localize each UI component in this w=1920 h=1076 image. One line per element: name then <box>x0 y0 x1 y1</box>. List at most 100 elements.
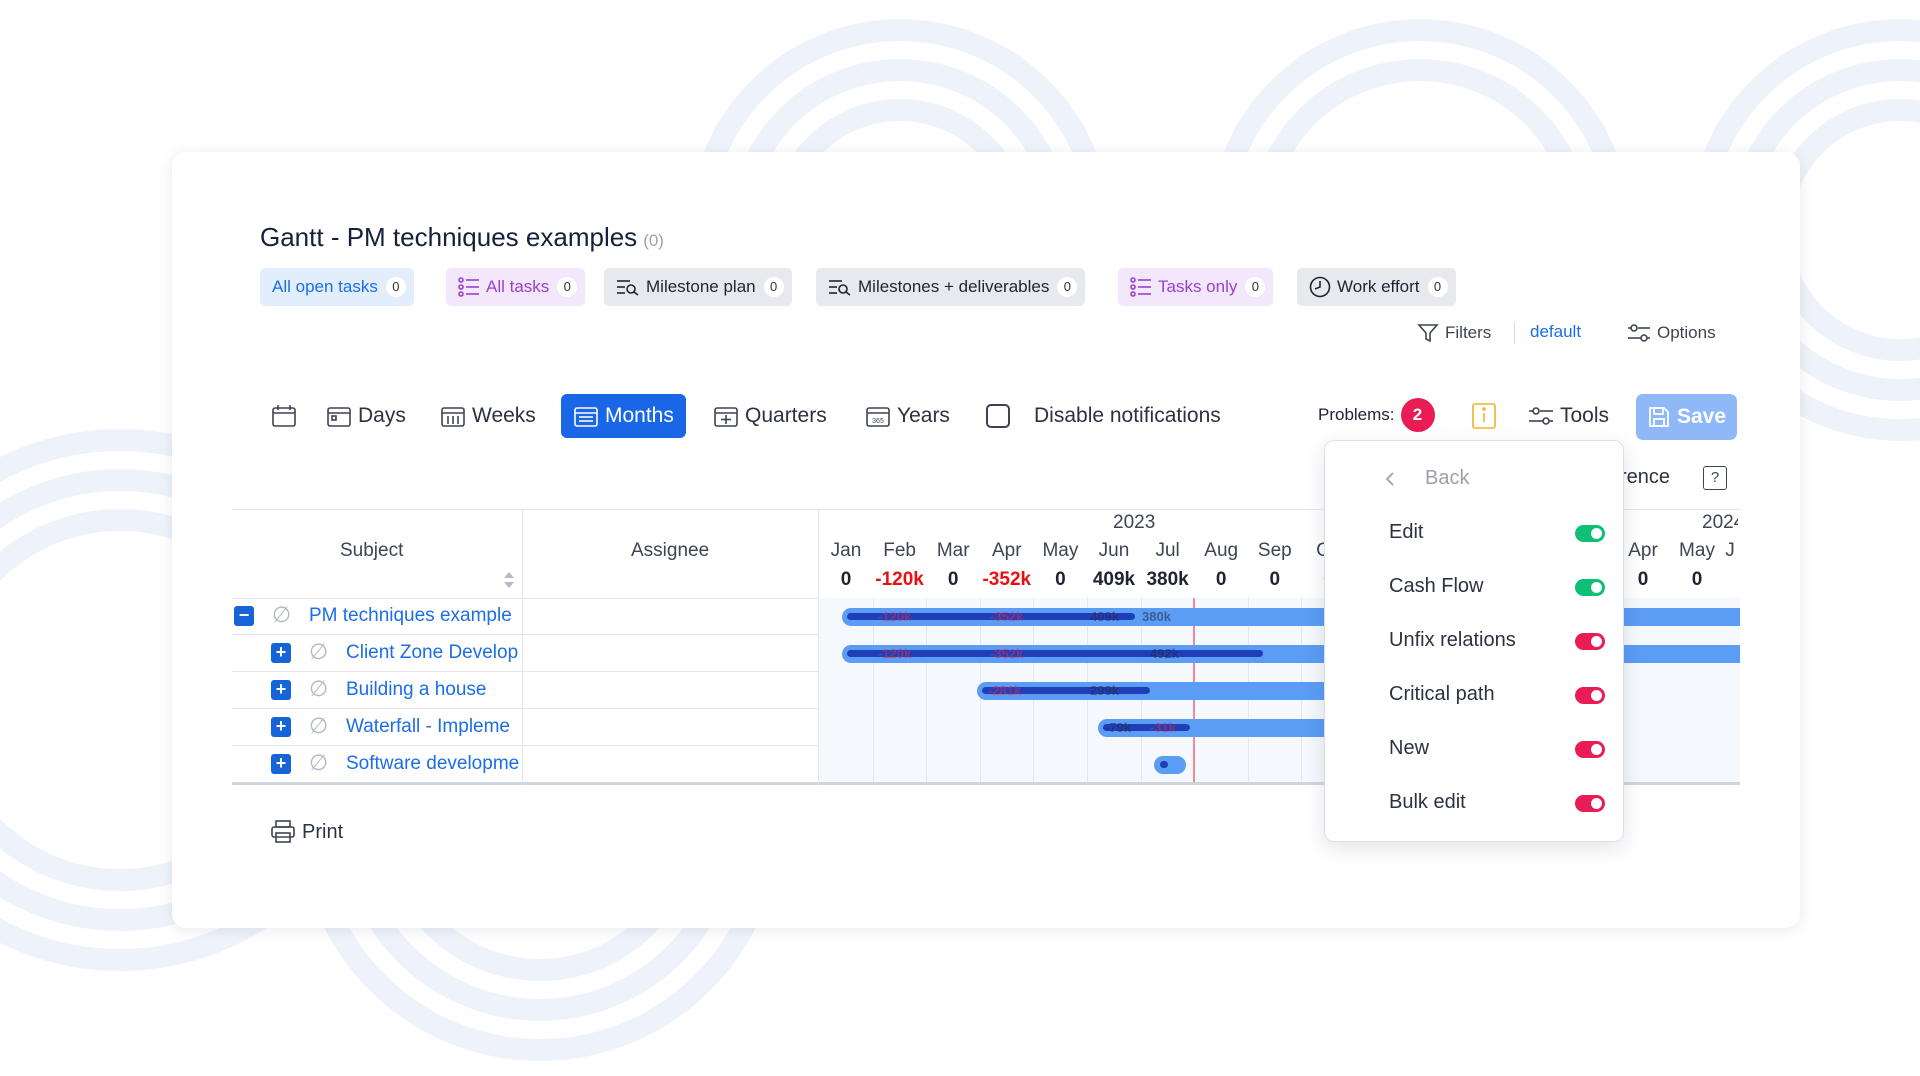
chip-milestones-deliverables[interactable]: Milestones + deliverables 0 <box>816 268 1086 306</box>
toggle-switch[interactable] <box>1575 795 1605 812</box>
problems-label: Problems: <box>1318 405 1395 424</box>
expand-button[interactable]: + <box>271 717 291 737</box>
page-title-count: (0) <box>643 231 664 250</box>
info-icon[interactable] <box>1472 403 1496 434</box>
page-title-text: Gantt - PM techniques examples <box>260 222 638 252</box>
disable-notifications-label: Disable notifications <box>1034 404 1221 427</box>
grid-bottom <box>232 782 1740 785</box>
divider <box>1514 322 1515 344</box>
status-null-icon: ∅ <box>309 713 329 738</box>
status-null-icon: ∅ <box>309 676 329 701</box>
col-divider <box>522 509 523 785</box>
filters-button[interactable]: Filters <box>1417 322 1491 344</box>
expand-button[interactable]: + <box>271 643 291 663</box>
month-label: Jun <box>1098 540 1130 561</box>
task-subject-link[interactable]: Client Zone Develop <box>346 642 519 663</box>
problems-indicator[interactable]: Problems: 2 <box>1318 398 1435 432</box>
calendar-icon <box>271 404 297 428</box>
sort-icon[interactable] <box>502 570 516 595</box>
gantt-bar[interactable] <box>1154 756 1186 774</box>
days-view-button[interactable]: Days <box>326 394 406 438</box>
expand-button[interactable]: + <box>271 680 291 700</box>
months-view-button[interactable]: Months <box>561 394 686 438</box>
gantt-bar-label: -281k <box>988 683 1022 698</box>
expand-button[interactable]: + <box>271 754 291 774</box>
task-subject-link[interactable]: Software developme <box>346 753 520 774</box>
month-label: May <box>1042 540 1079 561</box>
months-label: Months <box>605 404 674 427</box>
gantt-bar-label: 409k <box>1090 609 1119 624</box>
subject-header[interactable]: Subject <box>340 540 404 561</box>
chip-count: 0 <box>385 277 406 297</box>
options-button[interactable]: Options <box>1627 322 1716 344</box>
popover-item-label[interactable]: Cash Flow <box>1389 575 1484 597</box>
chip-label: All open tasks <box>272 277 378 296</box>
back-label: Back <box>1425 467 1470 489</box>
month-value: 0 <box>947 569 959 590</box>
calendar-button[interactable] <box>271 394 297 438</box>
chip-count: 0 <box>1245 277 1266 297</box>
month-label: Feb <box>883 540 916 561</box>
grid-line <box>872 598 874 782</box>
assignee-header[interactable]: Assignee <box>631 540 710 561</box>
toggle-switch[interactable] <box>1575 633 1605 650</box>
year-2024-label: 2024 <box>1702 512 1738 533</box>
toggle-switch[interactable] <box>1575 579 1605 596</box>
popover-item-label[interactable]: Critical path <box>1389 683 1495 705</box>
disable-notifications-toggle[interactable]: Disable notifications <box>986 394 1221 438</box>
print-button[interactable]: Print <box>270 820 343 844</box>
chip-label: Work effort <box>1337 277 1420 296</box>
help-icon[interactable]: ? <box>1703 466 1727 490</box>
task-subject-link[interactable]: PM techniques example <box>309 605 512 626</box>
month-value: 0 <box>1055 569 1066 590</box>
default-filter-link[interactable]: default <box>1530 322 1582 341</box>
month-label: Aug <box>1204 540 1239 561</box>
month-value: 0 <box>1215 569 1227 590</box>
toggle-switch[interactable] <box>1575 741 1605 758</box>
save-label: Save <box>1676 405 1727 428</box>
chip-all-tasks[interactable]: All tasks 0 <box>446 268 586 306</box>
toggle-switch[interactable] <box>1575 687 1605 704</box>
year-2023-label: 2023 <box>1113 512 1156 533</box>
calendar-quarter-icon <box>713 404 739 428</box>
task-subject-link[interactable]: Waterfall - Impleme <box>346 716 510 737</box>
disable-notifications-checkbox[interactable] <box>986 404 1010 428</box>
grid-line <box>232 509 1740 510</box>
popover-item-label[interactable]: Edit <box>1389 521 1424 543</box>
popover-item-label[interactable]: Unfix relations <box>1389 629 1516 651</box>
col-divider <box>818 509 819 785</box>
calendar-day-icon <box>326 404 352 428</box>
gantt-bar-label: 492k <box>1150 646 1179 661</box>
sliders-icon <box>1627 322 1651 344</box>
gantt-bar-label: -120k <box>878 609 912 624</box>
chip-work-effort[interactable]: Work effort 0 <box>1297 268 1456 306</box>
tools-button[interactable]: Tools <box>1528 394 1609 438</box>
weeks-view-button[interactable]: Weeks <box>440 394 536 438</box>
gantt-bar[interactable] <box>977 682 1324 700</box>
collapse-button[interactable]: − <box>234 606 254 626</box>
popover-item-label[interactable]: Bulk edit <box>1389 791 1466 813</box>
list-icon <box>458 277 480 297</box>
page-title: Gantt - PM techniques examples (0) <box>260 222 664 253</box>
gantt-bar[interactable] <box>1098 719 1324 737</box>
filters-label: Filters <box>1445 323 1492 342</box>
task-subject-link[interactable]: Building a house <box>346 679 487 700</box>
chip-label: Milestones + deliverables <box>858 277 1050 296</box>
back-button[interactable]: Back <box>1385 467 1469 490</box>
popover-item-label[interactable]: New <box>1389 737 1430 759</box>
quarters-view-button[interactable]: Quarters <box>713 394 827 438</box>
chip-tasks-only[interactable]: Tasks only 0 <box>1118 268 1274 306</box>
days-label: Days <box>358 404 406 427</box>
month-value: -352k <box>982 569 1032 590</box>
gantt-bar-progress <box>1103 724 1190 731</box>
save-button[interactable]: Save <box>1636 394 1737 440</box>
chip-milestone-plan[interactable]: Milestone plan 0 <box>604 268 792 306</box>
month-label: Apr <box>1628 540 1658 561</box>
chip-all-open-tasks[interactable]: All open tasks 0 <box>260 268 414 306</box>
svg-text:365: 365 <box>872 418 884 425</box>
years-view-button[interactable]: 365 Years <box>865 394 950 438</box>
gantt-bar-label: -352k <box>990 646 1024 661</box>
toggle-switch[interactable] <box>1575 525 1605 542</box>
chevron-left-icon <box>1385 471 1395 487</box>
chip-label: Milestone plan <box>646 277 756 296</box>
